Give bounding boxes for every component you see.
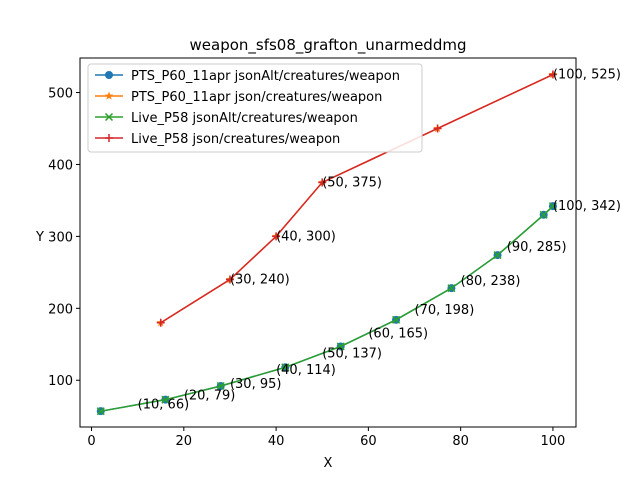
y-tick-label: 100 [48,374,73,389]
x-tick-label: 80 [452,434,469,449]
x-tick-label: 40 [268,434,285,449]
data-point [493,251,502,260]
data-label: (70, 198) [415,303,475,318]
data-point [281,363,290,372]
legend-label: PTS_P60_11apr jsonAlt/creatures/weapon [131,69,400,84]
legend: PTS_P60_11apr jsonAlt/creatures/weapon PT… [87,63,423,153]
data-point [318,178,327,187]
legend-label: Live_P58 jsonAlt/creatures/weapon [131,111,358,126]
data-label: (60, 165) [368,326,428,341]
data-label: (20, 79) [184,388,236,403]
data-label: (100, 342) [553,199,621,214]
series-line [100,205,554,412]
legend-item: Live_P58 json/creatures/weapon [95,132,340,147]
data-point [392,315,401,324]
data-label: (80, 238) [461,274,521,289]
legend-marker [104,112,114,122]
x-tick-label: 100 [541,434,566,449]
y-tick-label: 200 [48,302,73,317]
data-label: (30, 240) [230,273,290,288]
data-label: (40, 300) [276,229,336,244]
series-line [160,73,554,324]
data-point [539,210,548,219]
data-point [161,395,170,404]
legend-marker [105,71,113,79]
plot-area-frame [79,57,577,428]
x-tick-label: 60 [360,434,377,449]
legend-marker [104,91,114,100]
data-label: (40, 114) [276,363,336,378]
x-axis: 0 20 40 60 80 100 [87,427,565,449]
data-point [447,284,456,293]
legend-item: PTS_P60_11apr jsonAlt/creatures/weapon [95,69,400,84]
legend-label: PTS_P60_11apr json/creatures/weapon [131,90,382,105]
annotation-layer: (100, 525) (50, 375) (40, 300) (30, 240) (10… [138,68,621,413]
series-layer [96,70,558,416]
legend-label: Live_P58 json/creatures/weapon [131,132,340,147]
y-tick-label: 400 [48,158,73,173]
y-tick-label: 300 [48,230,73,245]
series-4 [156,70,557,327]
y-axis-label: Y [35,230,44,245]
legend-item: PTS_P60_11apr json/creatures/weapon [95,90,382,105]
data-label: (50, 375) [322,175,382,190]
data-point [225,275,234,284]
legend-box [87,63,423,153]
x-tick-label: 0 [87,434,95,449]
data-point [548,70,557,79]
legend-item: Live_P58 jsonAlt/creatures/weapon [95,111,358,126]
data-point [216,381,225,391]
data-label: (30, 95) [230,377,282,392]
x-axis-label: X [324,456,333,471]
series-3 [96,202,557,416]
data-label: (10, 66) [138,398,190,413]
data-label: (100, 525) [553,68,621,83]
data-point [96,407,105,416]
y-axis: 100 200 300 400 500 [48,87,80,389]
data-point [548,202,557,211]
x-tick-label: 20 [176,434,193,449]
data-point [272,232,281,241]
data-point [433,124,442,133]
chart-title: weapon_sfs08_grafton_unarmeddmg [190,36,467,55]
data-point [156,318,165,327]
data-point [336,342,345,351]
data-label: (90, 285) [507,240,567,255]
data-label: (50, 137) [322,347,382,362]
legend-marker [105,134,113,142]
y-tick-label: 500 [48,87,73,102]
